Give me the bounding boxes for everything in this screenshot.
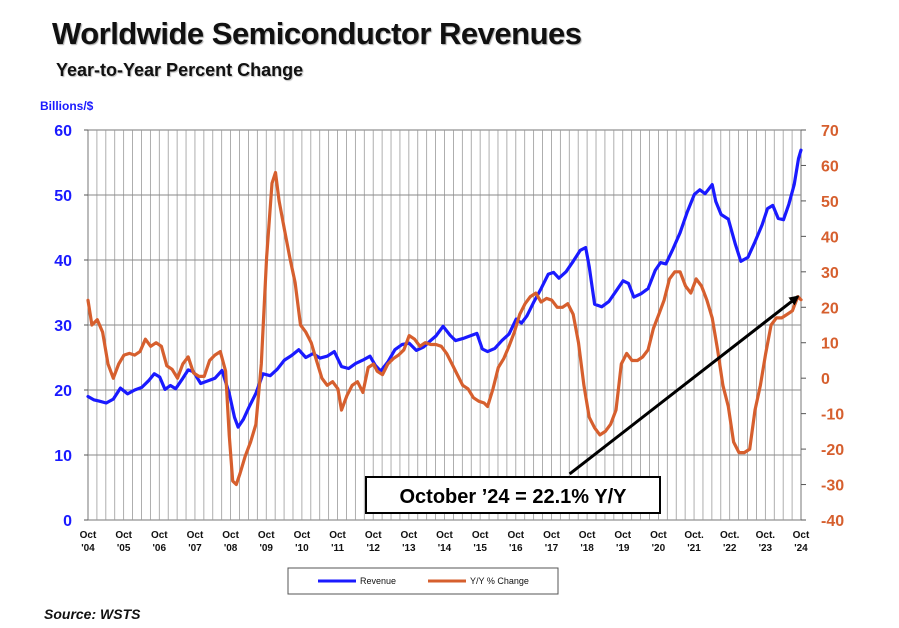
x-tick-label: '17 <box>545 543 559 554</box>
x-tick-label: '18 <box>580 543 594 554</box>
x-tick-label: Oct <box>115 530 132 541</box>
x-tick-label: '12 <box>366 543 380 554</box>
right-tick-label: -20 <box>821 442 844 459</box>
right-tick-label: -10 <box>821 407 844 424</box>
right-tick-label: 10 <box>821 336 839 353</box>
annotation-box <box>365 476 661 514</box>
series-lines <box>86 148 803 487</box>
x-tick-label: Oct. <box>720 530 740 541</box>
revenue-line <box>86 148 803 429</box>
x-tick-label: '06 <box>153 543 167 554</box>
x-tick-label: Oct. <box>756 530 776 541</box>
right-tick-label: 70 <box>821 123 839 140</box>
x-tick-label: Oct <box>329 530 346 541</box>
x-tick-label: '07 <box>188 543 202 554</box>
x-tick-label: Oct <box>793 530 810 541</box>
chart-subtitle: Year-to-Year Percent Change <box>56 60 304 80</box>
x-tick-label: Oct <box>258 530 275 541</box>
left-tick-label: 30 <box>54 318 72 335</box>
right-tick-label: 50 <box>821 194 839 211</box>
x-tick-label: '13 <box>402 543 416 554</box>
x-tick-label: Oct <box>294 530 311 541</box>
annotation-arrow <box>568 295 800 476</box>
right-tick-label: -40 <box>821 513 844 530</box>
left-tick-label: 40 <box>54 253 72 270</box>
x-tick-label: '16 <box>509 543 523 554</box>
x-tick-label: '15 <box>473 543 487 554</box>
x-tick-label: Oct <box>472 530 489 541</box>
x-tick-label: Oct <box>579 530 596 541</box>
x-tick-label: Oct <box>614 530 631 541</box>
x-tick-label: Oct <box>650 530 667 541</box>
right-tick-label: 40 <box>821 229 839 246</box>
x-tick-label: '20 <box>652 543 666 554</box>
legend: Revenue Y/Y % Change <box>287 567 559 595</box>
x-tick-label: '04 <box>81 543 95 554</box>
x-tick-label: '14 <box>438 543 452 554</box>
legend-label-yoy: Y/Y % Change <box>470 576 529 586</box>
source-note: Source: WSTS <box>44 606 141 622</box>
x-tick-label: Oct <box>401 530 418 541</box>
x-tick-label: '21 <box>687 543 701 554</box>
yoy-change-line <box>86 170 803 487</box>
left-tick-label: 60 <box>54 123 72 140</box>
annotation-text: October ’24 = 22.1% Y/Y <box>400 486 628 508</box>
right-tick-label: 0 <box>821 371 830 388</box>
x-tick-label: Oct <box>436 530 453 541</box>
x-tick-label: Oct <box>365 530 382 541</box>
x-tick-label: '22 <box>723 543 737 554</box>
left-tick-label: 20 <box>54 383 72 400</box>
right-tick-label: 20 <box>821 300 839 317</box>
chart-title: Worldwide Semiconductor Revenues <box>52 16 582 51</box>
right-tick-label: -30 <box>821 478 844 495</box>
x-tick-label: '10 <box>295 543 309 554</box>
x-tick-label: Oct. <box>684 530 704 541</box>
annotation: October ’24 = 22.1% Y/Y <box>365 295 800 514</box>
legend-label-revenue: Revenue <box>360 576 396 586</box>
right-tick-label: 30 <box>821 265 839 282</box>
x-tick-label: '24 <box>794 543 808 554</box>
x-tick-label: Oct <box>222 530 239 541</box>
x-tick-label: Oct <box>151 530 168 541</box>
left-tick-label: 50 <box>54 188 72 205</box>
left-tick-label: 0 <box>63 513 72 530</box>
x-tick-label: Oct <box>80 530 97 541</box>
legend-box <box>287 567 559 595</box>
gridlines <box>88 130 801 520</box>
x-tick-label: '19 <box>616 543 630 554</box>
x-tick-label: Oct <box>543 530 560 541</box>
x-tick-label: '05 <box>117 543 131 554</box>
x-tick-label: '11 <box>331 543 344 554</box>
left-tick-label: 10 <box>54 448 72 465</box>
x-tick-label: '09 <box>259 543 273 554</box>
x-tick-label: Oct <box>187 530 204 541</box>
x-tick-label: '08 <box>224 543 238 554</box>
x-tick-label: Oct <box>507 530 524 541</box>
x-tick-label: '23 <box>759 543 773 554</box>
left-axis-label: Billions/$ <box>40 99 94 113</box>
axes: Billions/$ 0 10 20 30 40 50 60 -40 -30 -20 -10 0 10 20… <box>40 99 844 554</box>
right-tick-label: 60 <box>821 158 839 175</box>
